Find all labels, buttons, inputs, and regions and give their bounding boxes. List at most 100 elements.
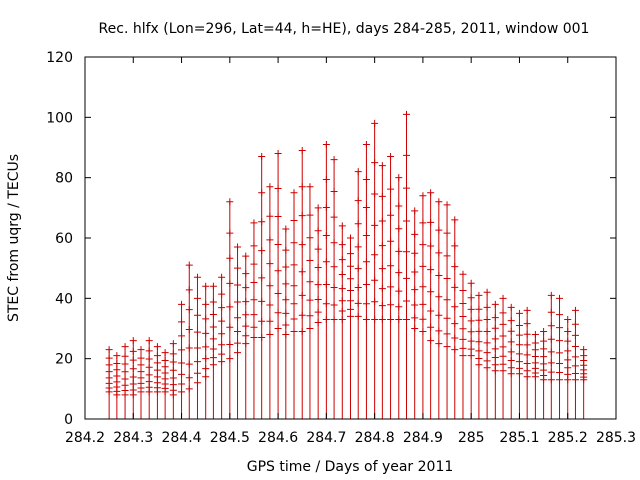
data-point [354, 299, 362, 307]
data-point [435, 311, 443, 319]
data-point [354, 197, 362, 205]
data-point [475, 347, 483, 355]
data-point [491, 361, 499, 369]
data-point [129, 337, 137, 345]
data-point [290, 300, 298, 308]
data-point [169, 358, 177, 366]
data-point [314, 263, 322, 271]
data-point [515, 350, 523, 358]
data-point [234, 264, 242, 272]
data-point [531, 346, 539, 354]
data-point [419, 300, 427, 308]
data-point [258, 218, 266, 226]
data-point [531, 339, 539, 347]
data-point [387, 315, 395, 323]
data-point [338, 285, 346, 293]
data-point [435, 226, 443, 234]
y-tick-label: 100 [46, 110, 73, 126]
data-point [250, 242, 258, 250]
data-point [451, 242, 459, 250]
data-point [290, 217, 298, 225]
data-point [571, 362, 579, 370]
data-point [161, 349, 169, 357]
data-point [274, 150, 282, 158]
data-point [193, 328, 201, 336]
data-point [411, 325, 419, 332]
data-point [250, 296, 258, 304]
data-point [298, 147, 306, 155]
data-point [475, 316, 483, 324]
data-point [499, 352, 507, 360]
data-point [258, 274, 266, 282]
data-point [290, 261, 298, 269]
data-point [523, 351, 531, 359]
data-point [105, 374, 113, 382]
data-point [218, 290, 226, 298]
data-point [226, 303, 234, 311]
data-point [129, 365, 137, 373]
data-point [330, 263, 338, 271]
data-point [395, 315, 403, 323]
data-point [178, 380, 186, 388]
data-point [347, 250, 354, 258]
data-point [258, 317, 266, 325]
data-point [169, 366, 177, 374]
data-point [371, 276, 379, 284]
data-point [322, 231, 330, 239]
data-point [169, 340, 177, 348]
data-point [443, 330, 451, 338]
data-point [571, 353, 579, 361]
data-point [226, 254, 234, 262]
data-point [347, 312, 354, 320]
data-point [185, 374, 193, 382]
data-point [178, 388, 186, 396]
data-point [266, 301, 274, 309]
data-point [531, 352, 539, 360]
data-point [338, 315, 346, 323]
data-point [314, 318, 322, 326]
data-point [411, 301, 419, 309]
data-point [523, 373, 531, 381]
data-point [338, 222, 346, 230]
data-point [540, 366, 548, 374]
x-tick-label: 284.7 [306, 430, 346, 446]
data-point [515, 358, 523, 366]
data-point [523, 341, 531, 349]
data-point [395, 202, 403, 210]
data-point [540, 337, 548, 345]
data-point [266, 236, 274, 244]
data-point [467, 352, 475, 360]
data-point [499, 294, 507, 302]
data-point [137, 368, 145, 376]
data-point [419, 262, 427, 270]
data-point [226, 323, 234, 331]
data-point [451, 303, 459, 311]
data-point [242, 298, 250, 306]
data-point [306, 325, 314, 332]
data-point [371, 221, 379, 229]
data-point [218, 304, 226, 312]
data-point [556, 337, 564, 345]
data-point [378, 265, 386, 273]
data-point [362, 280, 370, 288]
data-point [419, 219, 427, 227]
data-point [234, 243, 242, 251]
data-point [556, 349, 564, 357]
data-point [362, 258, 370, 266]
x-tick-label: 284.9 [403, 430, 443, 446]
data-point [274, 185, 282, 193]
data-point [419, 328, 427, 336]
data-point [242, 270, 250, 278]
data-point [580, 346, 588, 354]
data-point [209, 282, 217, 290]
data-point [483, 364, 491, 372]
x-tick-label: 285.1 [499, 430, 539, 446]
data-point [523, 320, 531, 328]
plot-marks [105, 110, 588, 419]
data-point [347, 305, 354, 313]
data-point [226, 229, 234, 237]
data-point [483, 303, 491, 311]
data-point [467, 328, 475, 336]
data-point [347, 275, 354, 283]
data-point [402, 151, 410, 159]
